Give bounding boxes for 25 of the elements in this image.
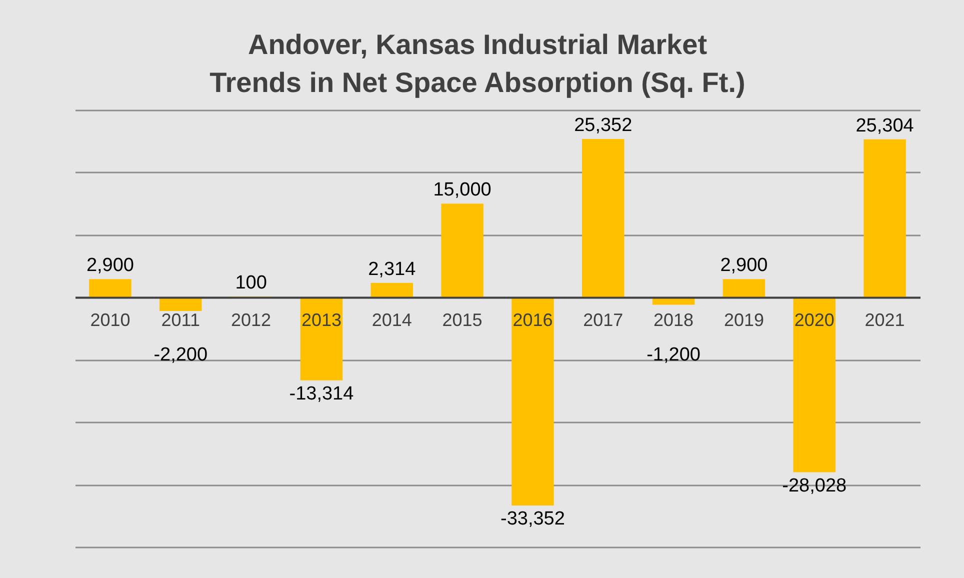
x-tick-label: 2017 [583, 310, 624, 330]
x-tick-label: 2018 [654, 310, 694, 330]
x-tick-label: 2019 [724, 310, 764, 330]
data-label: -28,028 [782, 475, 847, 496]
x-tick-label: 2016 [512, 310, 553, 330]
data-label: -13,314 [289, 383, 354, 404]
data-label: 15,000 [433, 180, 492, 201]
data-label: -2,200 [154, 344, 208, 366]
x-tick-label: 2015 [442, 310, 482, 330]
x-tick-label: 2014 [372, 310, 412, 330]
data-label: -33,352 [500, 508, 565, 530]
data-label: 2,900 [720, 255, 768, 276]
x-tick-label: 2020 [794, 310, 834, 330]
chart-title: Andover, Kansas Industrial Market Trends in Net Space Absorption (Sq. Ft.) [210, 29, 746, 98]
data-label: 25,352 [574, 115, 632, 136]
x-tick-label: 2012 [231, 310, 272, 330]
data-label: 25,304 [856, 115, 914, 136]
data-label: 2,314 [368, 258, 416, 280]
data-label: -1,200 [646, 344, 700, 366]
x-tick-label: 2011 [161, 310, 200, 330]
x-tick-label: 2013 [301, 310, 342, 330]
data-label: 100 [235, 272, 267, 294]
x-tick-label: 2021 [864, 310, 905, 330]
data-label: 2,900 [86, 255, 134, 276]
x-tick-label: 2010 [90, 310, 130, 330]
